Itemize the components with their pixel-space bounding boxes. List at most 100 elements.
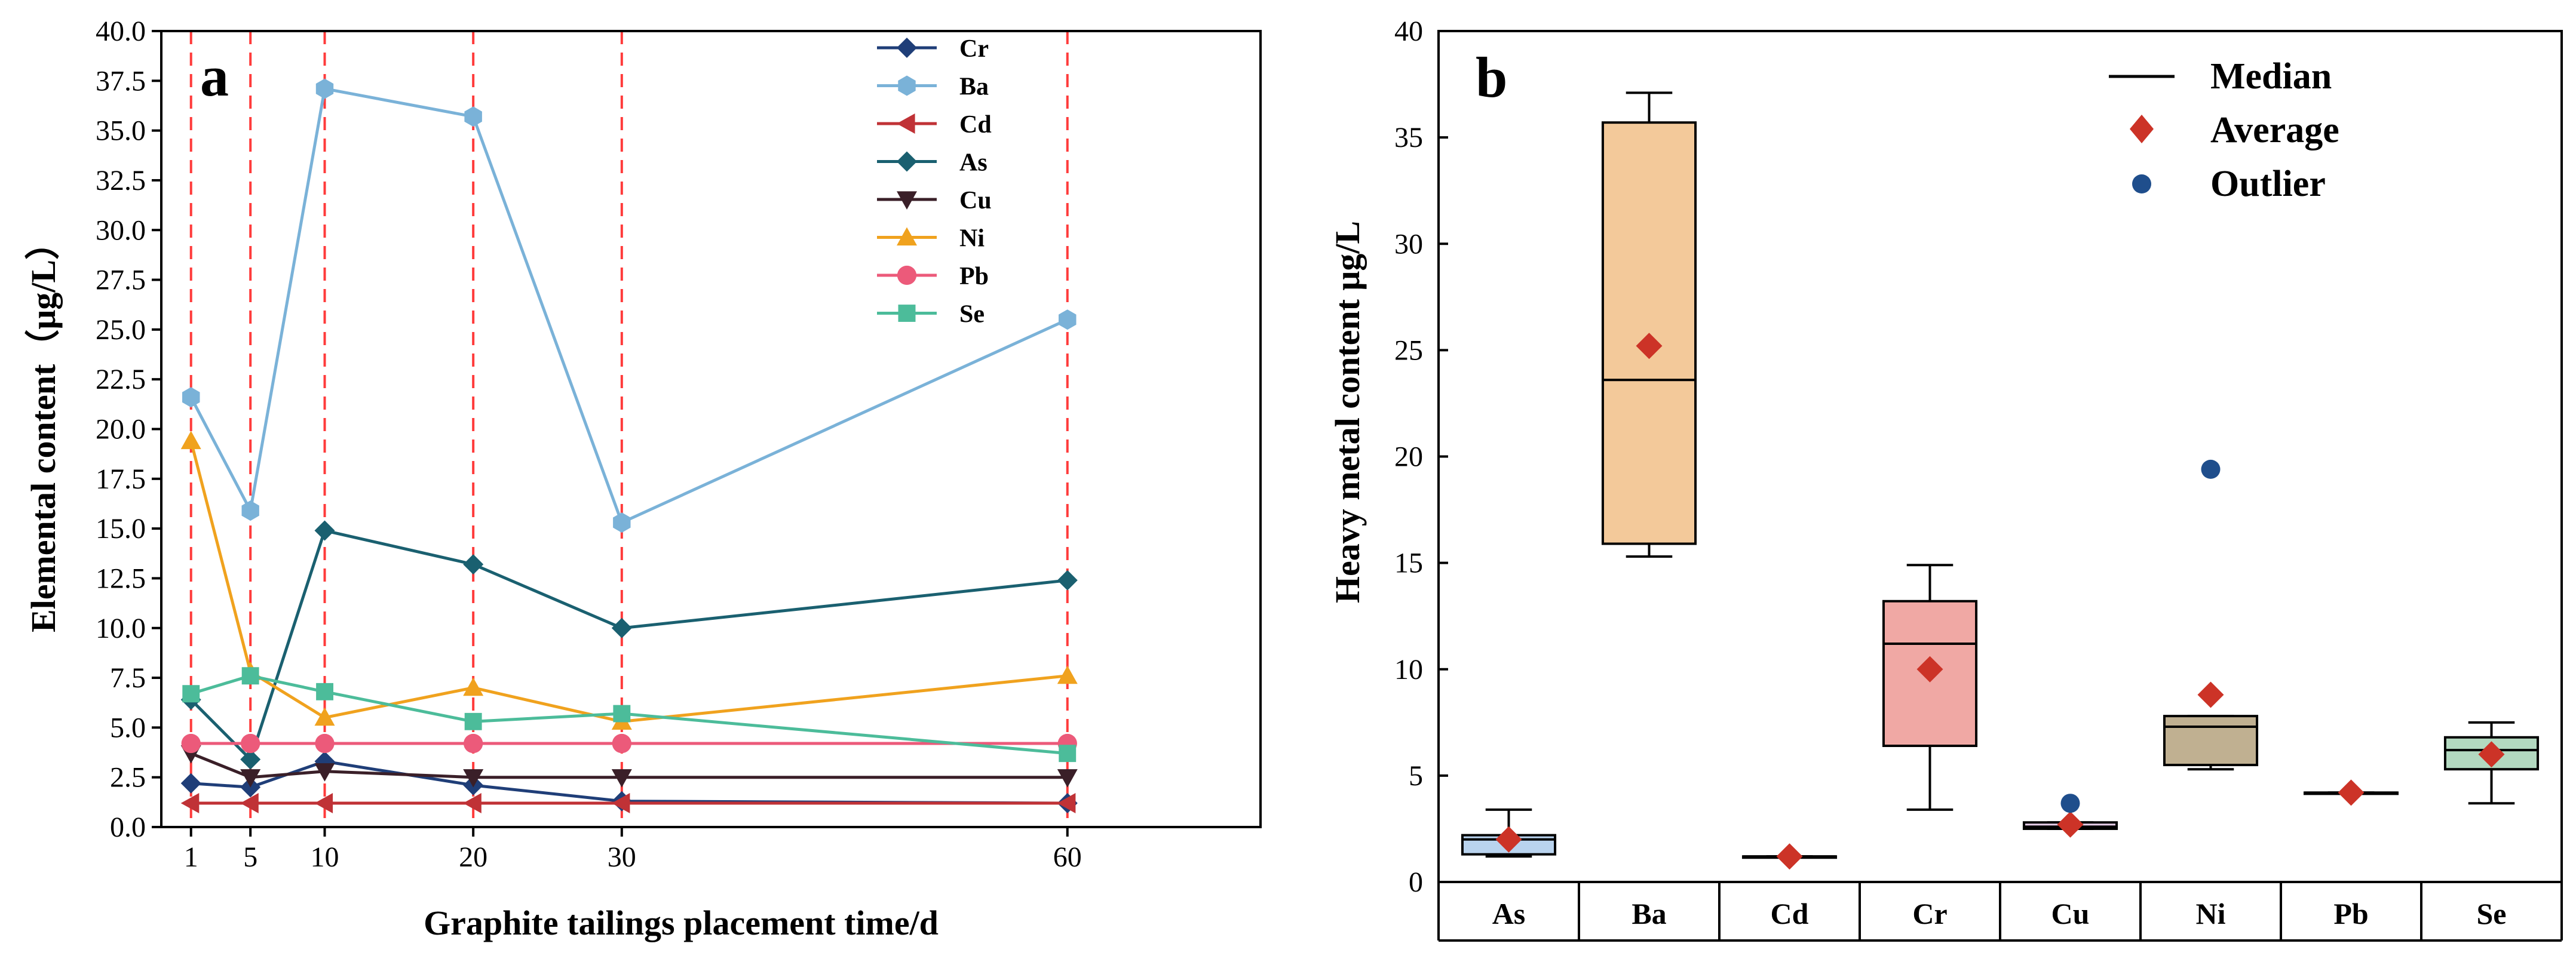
a-point-Cd-4 [611,793,630,813]
a-ytick-label-8: 20.0 [96,414,146,445]
b-box-Cd [1741,843,1838,870]
a-legend-marker-As [897,151,917,172]
a-point-Se-3 [464,712,482,730]
b-ytick-label-7: 35 [1394,122,1423,153]
b-mean-Cr [1916,656,1943,683]
a-series-Ni [180,431,1078,730]
a-legend-label-Pb: Pb [959,263,989,290]
a-ytick-label-9: 22.5 [96,364,146,395]
a-legend-label-Ba: Ba [959,73,989,101]
a-point-Cu-2 [314,763,335,782]
a-point-Cd-3 [463,793,482,813]
b-box-Pb [2303,779,2399,806]
b-mean-Se [2478,741,2505,768]
b-mean-As [1495,826,1522,853]
b-box-Cr [1882,564,1978,811]
b-ytick-label-2: 10 [1394,654,1423,686]
a-point-Cd-5 [1057,793,1076,813]
a-point-Ni-3 [463,677,484,696]
a-ytick-label-6: 15.0 [96,513,146,545]
a-point-Cu-1 [240,769,261,788]
a-ytick-label-14: 35.0 [96,115,146,147]
a-ytick-label-2: 5.0 [110,712,146,743]
a-point-Cd-2 [314,793,333,813]
a-legend-marker-Cd [897,113,915,134]
a-point-Cu-4 [611,769,632,788]
b-category-label-Se: Se [2477,897,2507,930]
a-point-As-1 [240,749,261,770]
b-legend-average-label: Average [2210,110,2339,150]
a-xtick-label-3: 20 [459,841,487,873]
a-point-Cu-3 [463,769,484,788]
b-mean-Pb [2338,779,2365,806]
a-line-Ni [189,440,1068,723]
a-point-Cr-0 [180,773,201,794]
a-ytick-label-5: 12.5 [96,563,146,594]
a-point-Cd-0 [180,793,200,813]
b-mean-Cd [1776,843,1803,870]
a-legend-marker-Cr [897,38,917,58]
a-point-Se-5 [1059,745,1077,763]
b-category-label-As: As [1492,897,1526,930]
a-point-Pb-0 [181,733,201,754]
b-category-labels: As Ba Cd Cr Cu Ni Pb Se [1437,882,2563,942]
a-ytick-label-1: 2.5 [110,762,146,794]
a-ytick-label-12: 30.0 [96,214,146,246]
a-xtick-label-4: 30 [608,841,636,873]
b-box-Se [2443,721,2540,805]
a-series-As [180,520,1078,770]
a-legend-label-As: As [959,149,988,177]
b-box-rect-Ni [2163,715,2259,767]
b-legend-outlier-swatch [2132,174,2151,193]
b-outlier-Ni-0 [2201,459,2221,479]
a-ytick-label-16: 40.0 [96,16,146,47]
b-mean-Cu [2057,811,2084,838]
a-line-Cu [190,752,1068,779]
a-legend-marker-Ni [897,227,917,246]
a-x-axis-ticks: 1 5 10 20 30 60 [184,827,1082,873]
a-point-Cd-1 [240,793,259,813]
a-xtick-label-2: 10 [311,841,339,873]
b-ytick-label-6: 30 [1394,228,1423,260]
a-point-Pb-2 [315,733,335,754]
a-point-Se-0 [182,685,200,703]
a-legend-label-Cr: Cr [959,35,989,63]
a-legend-label-Ni: Ni [959,225,985,253]
a-series-Se [182,667,1077,763]
b-ytick-label-1: 5 [1409,760,1423,792]
b-mean-Ba [1636,333,1663,359]
b-box-Cu [2022,794,2118,838]
b-ytick-label-8: 40 [1394,16,1423,47]
b-category-label-Cu: Cu [2051,897,2090,930]
a-legend-marker-Pb [897,265,917,285]
a-x-axis-title: Graphite tailings placement time/d [424,903,939,942]
b-panel-label: b [1476,45,1507,109]
a-legend: Cr Ba Cd As Cu Ni Pb Se [877,35,992,328]
a-panel-label: a [200,44,229,108]
b-category-label-Cr: Cr [1912,897,1947,930]
a-legend-label-Cd: Cd [959,111,992,139]
a-series-group [180,78,1078,813]
a-ytick-label-4: 10.0 [96,613,146,644]
b-legend: Median Average Outlier [2109,56,2339,204]
a-ytick-label-0: 0.0 [110,812,146,843]
a-line-As [189,528,1068,763]
a-ytick-label-15: 37.5 [96,65,146,97]
a-y-axis-title: Elemental content（μg/L） [24,225,63,632]
b-ytick-label-3: 15 [1394,548,1423,579]
a-point-As-5 [1057,570,1078,591]
b-mean-Ni [2197,681,2224,708]
b-category-label-Ba: Ba [1632,897,1666,930]
a-xtick-label-0: 1 [184,841,198,873]
a-legend-marker-Se [898,305,916,322]
a-reference-lines [189,31,1069,827]
b-ytick-label-4: 20 [1394,441,1423,473]
a-legend-marker-Cu [897,191,917,210]
b-legend-median-label: Median [2210,56,2332,97]
a-ytick-label-11: 27.5 [96,265,146,296]
panel-a-line-chart: 0.0 2.5 5.0 7.5 10.0 12.5 15.0 17.5 20.0 22.5 25.0… [24,16,1262,942]
a-point-Ba-5 [1059,309,1077,330]
a-legend-label-Se: Se [959,301,985,328]
a-ytick-label-13: 32.5 [96,165,146,196]
